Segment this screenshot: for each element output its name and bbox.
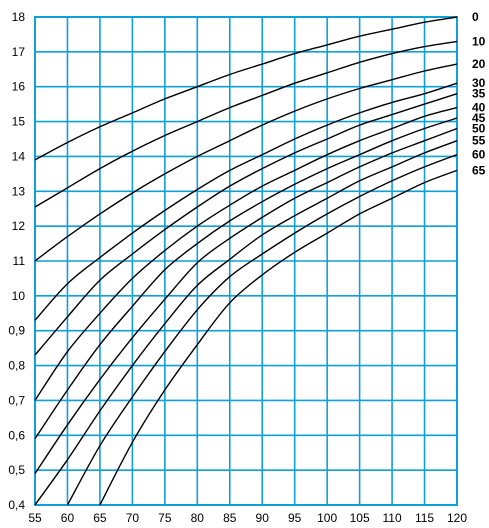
- x-tick-label: 80: [191, 511, 205, 525]
- curve-label-55: 55: [472, 134, 486, 148]
- curve-label-65: 65: [472, 163, 486, 177]
- y-tick-label: 0,6: [8, 428, 25, 442]
- x-tick-label: 55: [28, 511, 42, 525]
- y-tick-label: 0,8: [8, 359, 25, 373]
- curve-35: [34, 93, 458, 356]
- x-tick-label: 120: [447, 511, 467, 525]
- y-tick-label: 17: [12, 45, 26, 59]
- x-tick-label: 105: [350, 511, 370, 525]
- x-tick-labels: 55 60 65 70 75 80 85 90 95 100 105 110 115 120: [28, 511, 467, 525]
- curve-20: [34, 63, 458, 262]
- y-tick-label: 12: [12, 219, 26, 233]
- y-tick-label: 18: [12, 10, 26, 24]
- curve-30: [34, 82, 458, 321]
- curve-label-35: 35: [472, 87, 486, 101]
- x-tick-label: 75: [158, 511, 172, 525]
- curve-50: [34, 127, 458, 474]
- curve-label-20: 20: [472, 57, 486, 71]
- y-tick-labels: 0,4 0,5 0,6 0,7 0,8 0,9 10 11 12 13 14 15 16 17 18: [8, 10, 25, 512]
- y-tick-label: 0,9: [8, 324, 25, 338]
- y-tick-label: 10: [12, 289, 26, 303]
- y-tick-label: 0,4: [8, 498, 25, 512]
- curve-label-40: 40: [472, 101, 486, 115]
- grid: [34, 16, 458, 506]
- y-tick-label: 0,7: [8, 393, 25, 407]
- x-tick-label: 95: [288, 511, 302, 525]
- curve-label-30: 30: [472, 76, 486, 90]
- curve-label-60: 60: [472, 148, 486, 162]
- curve-label-45: 45: [472, 111, 486, 125]
- x-tick-label: 70: [126, 511, 140, 525]
- curve-40: [34, 106, 458, 401]
- y-tick-label: 14: [12, 149, 26, 163]
- curve-10: [34, 40, 458, 208]
- curve-label-50: 50: [472, 122, 486, 136]
- x-tick-label: 110: [383, 511, 402, 525]
- curve-45: [34, 117, 458, 440]
- curve-60: [66, 154, 458, 506]
- y-tick-label: 15: [12, 115, 26, 129]
- curve-label-0: 0: [472, 10, 479, 24]
- x-tick-label: 115: [415, 511, 434, 525]
- curves: [34, 16, 458, 506]
- curve-label-10: 10: [472, 34, 486, 48]
- curve-0: [34, 16, 458, 161]
- y-tick-label: 16: [12, 80, 26, 94]
- y-tick-label: 0,5: [8, 463, 25, 477]
- curve-65: [99, 169, 458, 506]
- x-tick-label: 100: [317, 511, 337, 525]
- y-tick-label: 11: [13, 254, 26, 268]
- x-tick-label: 85: [223, 511, 237, 525]
- x-tick-label: 65: [93, 511, 107, 525]
- curve-55: [34, 140, 458, 506]
- x-tick-label: 60: [61, 511, 75, 525]
- y-tick-label: 13: [12, 184, 26, 198]
- x-tick-label: 90: [256, 511, 270, 525]
